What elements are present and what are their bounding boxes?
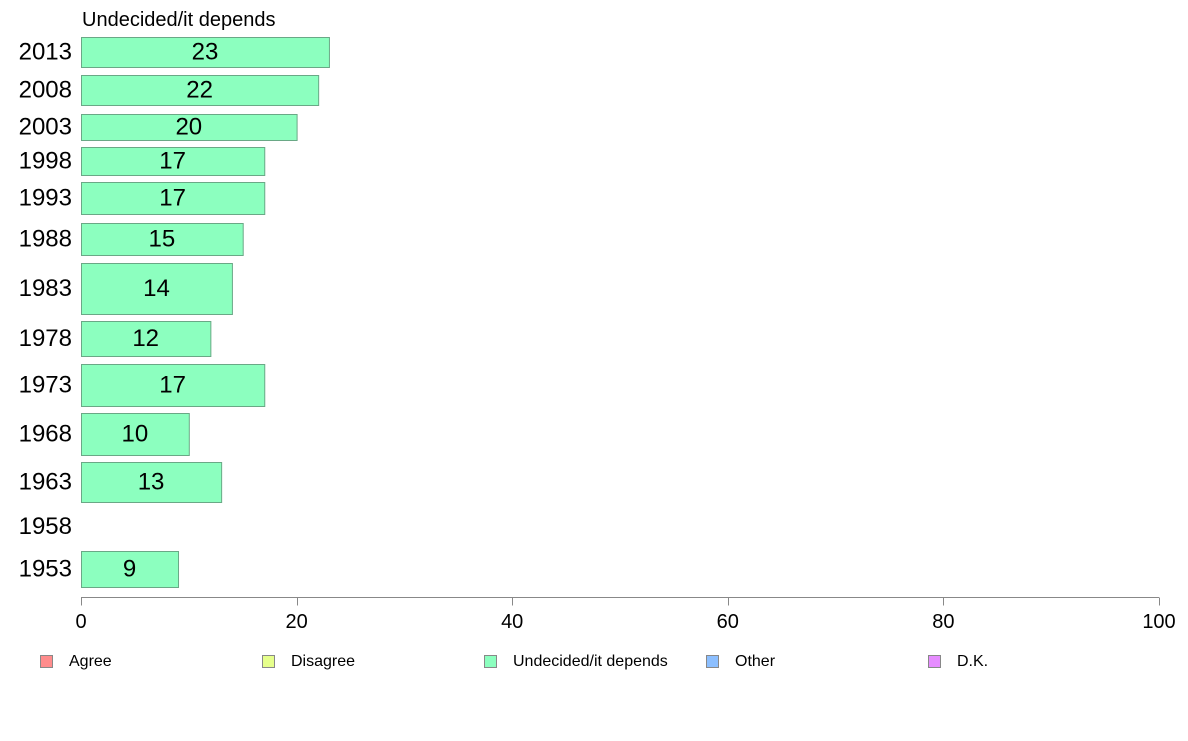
bar (81, 223, 244, 256)
y-tick-label: 1988 (19, 226, 72, 253)
y-tick-label: 1983 (19, 275, 72, 302)
bar-value-label: 9 (123, 556, 136, 583)
bar (81, 182, 266, 215)
legend-swatch (40, 655, 53, 668)
bar-value-label: 17 (159, 148, 186, 175)
y-tick-label: 1963 (19, 469, 72, 496)
bar-value-label: 22 (186, 77, 213, 104)
legend-swatch (928, 655, 941, 668)
y-tick-label: 1978 (19, 325, 72, 352)
x-tick-label: 40 (501, 611, 523, 633)
x-tick-label: 20 (285, 611, 307, 633)
y-tick-label: 1953 (19, 556, 72, 583)
bar (81, 147, 266, 176)
bar-value-label: 12 (132, 325, 159, 352)
chart-title: Undecided/it depends (82, 9, 275, 31)
legend-swatch (484, 655, 497, 668)
bar (81, 551, 180, 588)
x-tick-label: 0 (75, 611, 86, 633)
y-tick-label: 2013 (19, 39, 72, 66)
bar (81, 462, 223, 503)
legend: Agree Disagree Undecided/it depends Other D.… (40, 653, 988, 670)
y-tick-label: 2008 (19, 77, 72, 104)
bar-value-label: 20 (175, 114, 202, 141)
y-tick-label: 1993 (19, 185, 72, 212)
bar (81, 413, 190, 456)
legend-label: D.K. (957, 653, 988, 670)
y-tick-label: 2003 (19, 114, 72, 141)
y-tick-label: 1968 (19, 421, 72, 448)
x-tick-label: 80 (932, 611, 954, 633)
bar (81, 263, 233, 315)
bar-value-label: 10 (122, 421, 149, 448)
legend-label: Undecided/it depends (513, 653, 668, 670)
x-tick-label: 100 (1142, 611, 1175, 633)
bar-value-label: 14 (143, 275, 170, 302)
y-tick-label: 1973 (19, 372, 72, 399)
bar (81, 37, 330, 68)
bar (81, 75, 320, 106)
legend-label: Other (735, 653, 776, 670)
bar (81, 321, 212, 357)
bar-value-label: 17 (159, 185, 186, 212)
y-tick-label: 1998 (19, 148, 72, 175)
bar-value-label: 23 (192, 39, 219, 66)
x-axis: 0 20 40 60 80 100 (75, 597, 1176, 633)
bar-value-label: 17 (159, 372, 186, 399)
legend-swatch (706, 655, 719, 668)
x-tick-label: 60 (717, 611, 739, 633)
bar (81, 364, 266, 407)
bar (81, 114, 298, 141)
y-tick-label: 1958 (19, 513, 72, 540)
legend-swatch (262, 655, 275, 668)
legend-label: Disagree (291, 653, 355, 670)
bar-value-label: 15 (148, 226, 175, 253)
legend-label: Agree (69, 653, 112, 670)
bar-value-label: 13 (138, 469, 165, 496)
bars-layer: 2013 23 2008 22 2003 20 1998 17 1993 17 1988 15 1983… (19, 37, 330, 588)
